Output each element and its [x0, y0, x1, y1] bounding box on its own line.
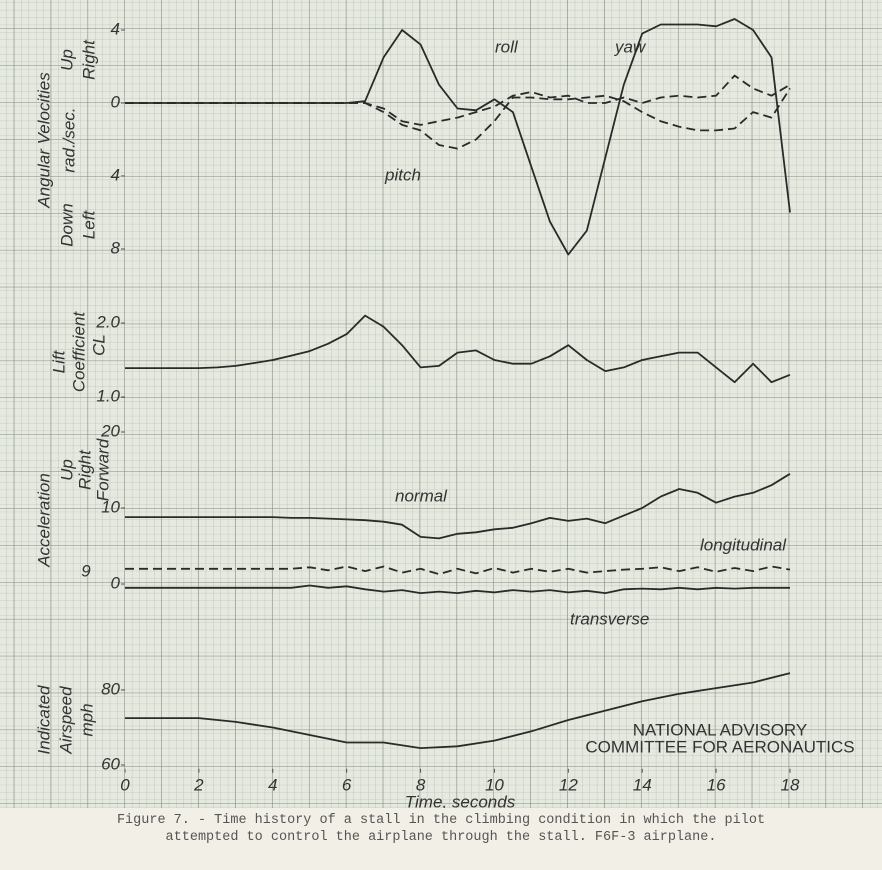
chart: 4 0 4 8 Angular Velocities rad./sec. Up Down Rig…: [0, 0, 882, 808]
grid-coarse: [0, 0, 882, 808]
annotation: longitudinal: [700, 535, 787, 554]
series-line: [125, 473, 791, 540]
series-line: [125, 74, 791, 126]
series-line: [125, 565, 791, 575]
y-tick-label: 0: [111, 573, 121, 592]
y-tick-label: 8: [111, 238, 121, 257]
y-tick-label: 60: [101, 754, 120, 773]
axis-label: CL: [89, 334, 108, 356]
x-tick-label: 6: [342, 775, 352, 794]
x-tick-label: 2: [193, 775, 204, 794]
axis-label: Up: [57, 49, 76, 71]
series-line: [125, 672, 791, 749]
annotation: normal: [395, 486, 448, 505]
x-tick-label: 12: [559, 775, 578, 794]
y-tick-label: 1.0: [96, 386, 120, 405]
y-tick-label: 20: [100, 421, 120, 440]
y-tick-label: 10: [101, 497, 120, 516]
y-tick-label: 2.0: [95, 312, 120, 331]
axis-label: Coefficient: [69, 311, 88, 393]
series-line: [125, 314, 791, 384]
x-tick-label: 14: [633, 775, 652, 794]
annotation: roll: [495, 37, 519, 56]
y-tick-label: 4: [111, 165, 120, 184]
annotation: pitch: [384, 165, 421, 184]
series-line: [125, 18, 791, 256]
y-tick-label: 0: [111, 92, 121, 111]
axis-label: Down: [57, 203, 76, 246]
axis-label: rad./sec.: [59, 107, 78, 172]
x-tick-label: 18: [781, 775, 800, 794]
caption-line: attempted to control the airplane throug…: [165, 830, 717, 845]
axis-label: Left: [79, 210, 98, 240]
x-tick-label: 10: [485, 775, 504, 794]
x-tick-label: 0: [120, 775, 130, 794]
x-tick-label: 16: [707, 775, 726, 794]
series-line: [125, 87, 791, 150]
axis-label: Up: [57, 459, 76, 481]
annotation: transverse: [570, 609, 649, 628]
y-tick-label: 4: [111, 19, 120, 38]
y-tick-label: 80: [101, 679, 120, 698]
axis-label: Right: [79, 39, 98, 80]
annotation: NATIONAL ADVISORY: [633, 720, 807, 739]
axis-label: Indicated: [34, 685, 53, 755]
axis-label: Angular Velocities: [34, 72, 53, 209]
x-axis-label: Time, seconds: [405, 792, 516, 808]
axis-label: Acceleration: [34, 473, 53, 568]
annotation: yaw: [614, 37, 647, 56]
caption: Figure 7. - Time history of a stall in t…: [0, 812, 882, 846]
annotation: COMMITTEE FOR AERONAUTICS: [585, 737, 854, 756]
caption-line: Figure 7. - Time history of a stall in t…: [116, 813, 766, 828]
axis-label: Lift: [49, 349, 68, 373]
axis-label: Forward: [93, 438, 112, 501]
x-tick-label: 8: [416, 775, 426, 794]
axis-label: Airspeed: [56, 686, 75, 755]
axis-label: 9: [81, 561, 91, 580]
series-line: [125, 584, 790, 594]
x-tick-label: 4: [268, 775, 277, 794]
axis-label: Right: [75, 449, 94, 490]
axis-label: mph: [77, 703, 96, 736]
